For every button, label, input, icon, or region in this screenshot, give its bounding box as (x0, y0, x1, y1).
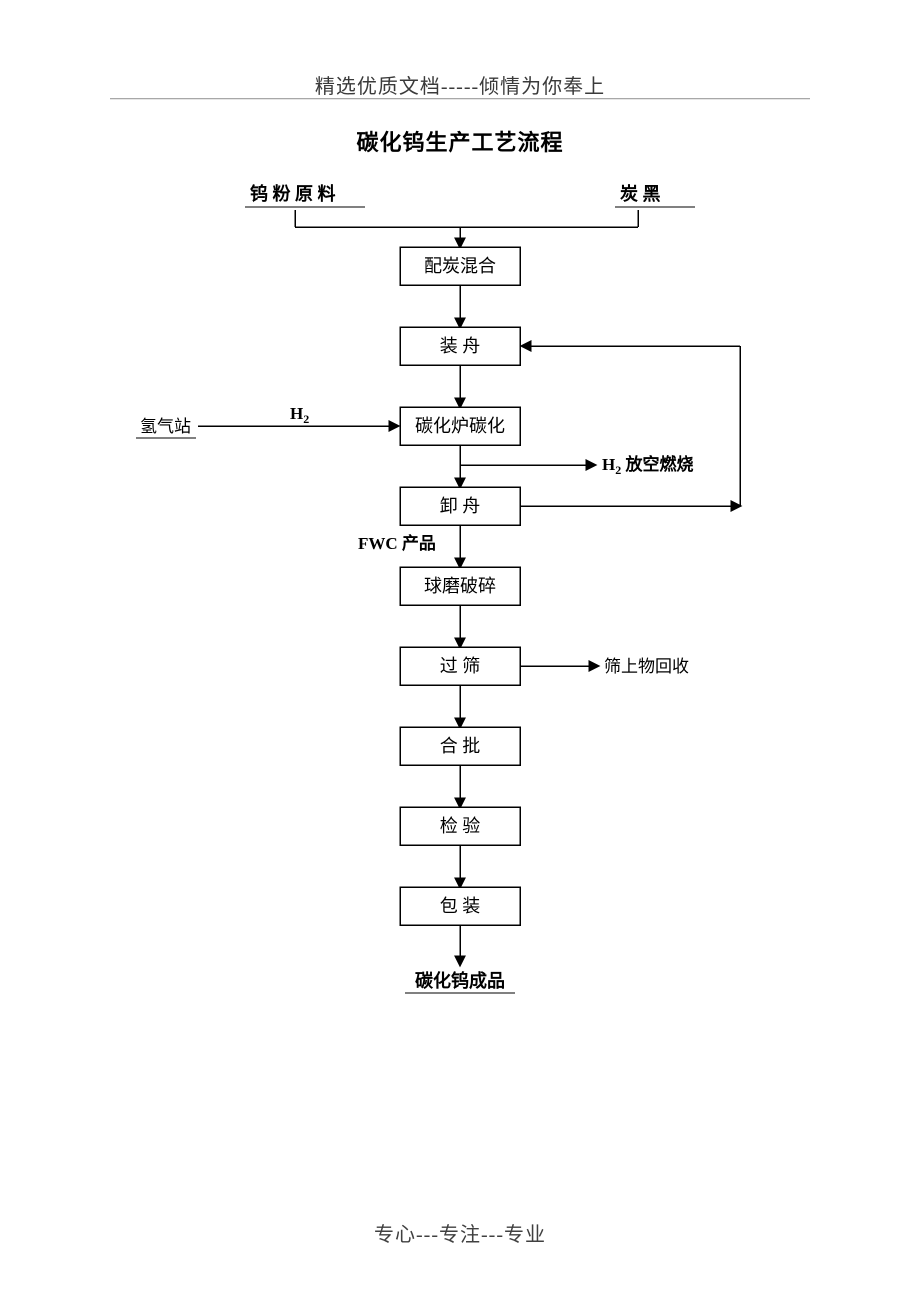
flowchart: 钨 粉 原 料 炭 黑 配炭混合 装 舟 碳化炉碳化 (0, 175, 920, 1075)
svg-text:球磨破碎: 球磨破碎 (424, 576, 496, 596)
header-rule (110, 98, 810, 100)
step-load-boat: 装 舟 (400, 327, 520, 365)
h2-edge-label: H2 (290, 404, 309, 426)
h2-burn-label: H2 放空燃烧 (602, 454, 693, 477)
h2-station-label: 氢气站 (140, 417, 191, 436)
input-carbon-black: 炭 黑 (620, 183, 661, 204)
fwc-product-label: FWC 产品 (358, 533, 436, 553)
svg-text:包 装: 包 装 (440, 896, 481, 916)
svg-text:检 验: 检 验 (440, 816, 481, 836)
output-product: 碳化钨成品 (415, 970, 505, 991)
input-tungsten-powder: 钨 粉 原 料 (250, 183, 336, 204)
step-mix: 配炭混合 (400, 247, 520, 285)
step-batch: 合 批 (400, 727, 520, 765)
step-ball-mill: 球磨破碎 (400, 567, 520, 605)
step-carburize: 碳化炉碳化 (400, 407, 520, 445)
svg-text:碳化炉碳化: 碳化炉碳化 (415, 416, 505, 436)
svg-text:过 筛: 过 筛 (440, 656, 481, 676)
svg-text:合 批: 合 批 (440, 736, 481, 756)
page-header: 精选优质文档-----倾情为你奉上 (0, 70, 920, 99)
page-title: 碳化钨生产工艺流程 (0, 125, 920, 157)
svg-text:装 舟: 装 舟 (440, 336, 481, 356)
svg-text:配炭混合: 配炭混合 (424, 256, 496, 276)
svg-text:卸 舟: 卸 舟 (440, 496, 481, 516)
step-inspect: 检 验 (400, 807, 520, 845)
step-sieve: 过 筛 (400, 647, 520, 685)
oversize-recover-label: 筛上物回收 (604, 657, 689, 676)
step-pack: 包 装 (400, 887, 520, 925)
step-unload-boat: 卸 舟 (400, 487, 520, 525)
page-footer: 专心---专注---专业 (0, 1218, 920, 1247)
